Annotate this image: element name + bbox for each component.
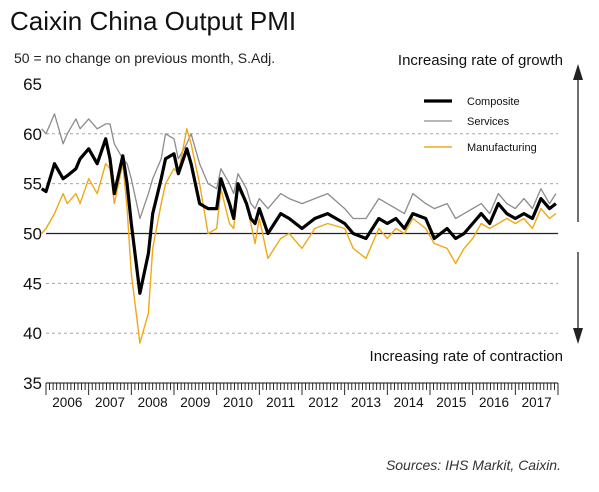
direction-arrows (573, 64, 583, 344)
y-axis-labels: 35 40 45 50 55 60 65 (23, 75, 42, 393)
legend-label-composite: Composite (467, 96, 520, 108)
x-tick-label: 2008 (138, 395, 168, 410)
contraction-annotation: Increasing rate of contraction (369, 348, 563, 365)
chart-subtitle: 50 = no change on previous month, S.Adj. (14, 50, 276, 66)
legend-label-services: Services (467, 116, 510, 128)
x-tick-label: 2013 (351, 395, 381, 410)
y-tick-label: 35 (23, 374, 42, 393)
x-tick-label: 2014 (394, 395, 425, 410)
series-line-composite (40, 137, 557, 295)
x-tick-label: 2009 (180, 395, 210, 410)
y-tick-label: 50 (23, 225, 42, 244)
y-tick-label: 40 (23, 324, 42, 343)
x-tick-label: 2006 (52, 395, 82, 410)
y-tick-label: 45 (23, 274, 42, 293)
growth-annotation: Increasing rate of growth (397, 52, 563, 69)
y-tick-label: 65 (23, 75, 42, 94)
growth-arrow-head (573, 64, 583, 80)
x-tick-label: 2010 (223, 395, 253, 410)
source-note: Sources: IHS Markit, Caixin. (385, 457, 561, 473)
y-tick-label: 60 (23, 125, 42, 144)
chart-title: Caixin China Output PMI (10, 6, 297, 36)
y-tick-label: 55 (23, 175, 42, 194)
x-axis-labels: 2006 2007 2008 2009 2010 2011 2012 2013 2014 2015… (52, 395, 551, 410)
series-line-services (41, 113, 557, 220)
x-tick-label: 2017 (522, 395, 552, 410)
x-tick-label: 2015 (436, 395, 466, 410)
x-axis (45, 382, 559, 395)
x-tick-label: 2012 (308, 395, 338, 410)
chart-legend: Composite Services Manufacturing (424, 96, 537, 154)
series-line-manufacturing (41, 128, 557, 344)
legend-label-manufacturing: Manufacturing (467, 142, 537, 154)
x-tick-label: 2007 (95, 395, 125, 410)
series-lines (40, 113, 557, 344)
contraction-arrow-head (573, 328, 583, 344)
x-tick-label: 2016 (479, 395, 509, 410)
x-tick-label: 2011 (266, 395, 295, 410)
